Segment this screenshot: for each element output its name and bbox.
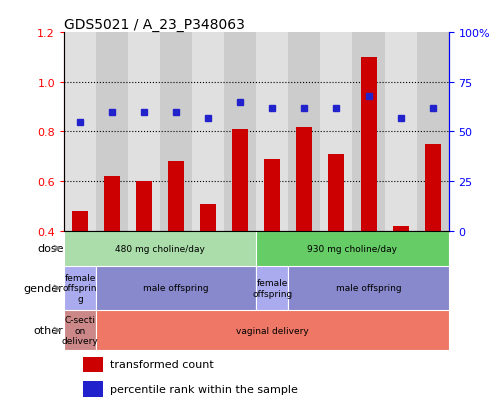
Text: 930 mg choline/day: 930 mg choline/day	[308, 244, 397, 253]
Bar	[264, 159, 281, 330]
Bar	[64, 33, 96, 231]
Text: vaginal delivery: vaginal delivery	[236, 326, 309, 335]
Text: male offspring: male offspring	[336, 284, 401, 293]
Bar	[200, 204, 216, 330]
Bar	[424, 145, 441, 330]
Text: GDS5021 / A_23_P348063: GDS5021 / A_23_P348063	[64, 18, 245, 32]
Bar	[385, 33, 417, 231]
Text: female
offsprin
g: female offsprin g	[63, 273, 97, 303]
Bar	[64, 266, 96, 311]
Bar	[136, 182, 152, 330]
Text: percentile rank within the sample: percentile rank within the sample	[110, 384, 298, 394]
Bar	[168, 162, 184, 330]
Text: C-secti
on
delivery: C-secti on delivery	[62, 316, 99, 345]
Bar	[64, 311, 96, 350]
Bar	[288, 33, 320, 231]
Bar	[392, 226, 409, 330]
Bar	[320, 33, 352, 231]
Bar	[224, 33, 256, 231]
Text: dose: dose	[37, 244, 64, 254]
Bar	[96, 33, 128, 231]
Bar	[128, 33, 160, 231]
Bar	[360, 58, 377, 330]
Bar	[72, 211, 88, 330]
Text: other: other	[34, 325, 64, 335]
Bar	[288, 266, 449, 311]
Bar	[256, 231, 449, 266]
Text: gender: gender	[24, 283, 64, 293]
Bar	[104, 177, 120, 330]
Bar	[328, 154, 345, 330]
Text: male offspring: male offspring	[143, 284, 209, 293]
Bar	[192, 33, 224, 231]
Bar	[160, 33, 192, 231]
Text: transformed count: transformed count	[110, 359, 214, 369]
Bar	[232, 130, 248, 330]
Bar	[296, 127, 313, 330]
Text: 480 mg choline/day: 480 mg choline/day	[115, 244, 205, 253]
Bar	[64, 231, 256, 266]
Text: female
offspring: female offspring	[252, 279, 292, 298]
Bar	[256, 266, 288, 311]
Bar	[256, 33, 288, 231]
Bar	[96, 266, 256, 311]
Bar	[417, 33, 449, 231]
Bar	[352, 33, 385, 231]
Bar	[83, 357, 103, 372]
Bar	[83, 381, 103, 396]
